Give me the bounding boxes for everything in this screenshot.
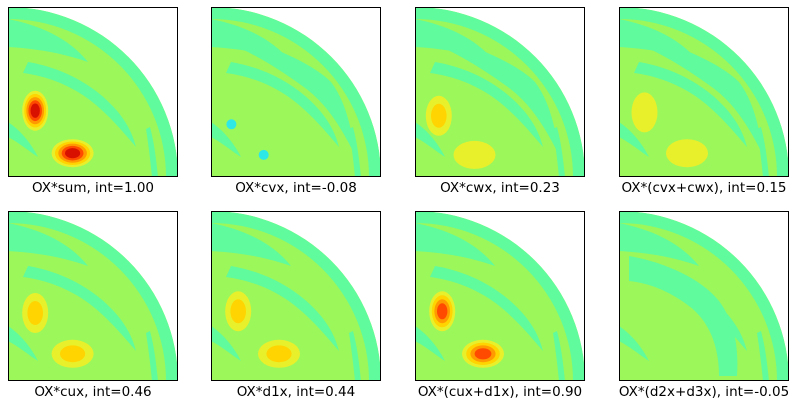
data-blob-1-level-0 [666, 139, 708, 168]
heatmap-field [211, 7, 381, 177]
data-blob-0-level-1 [230, 299, 246, 324]
panel-caption: OX*cux, int=0.46 [34, 384, 152, 400]
panel-caption: OX*(cvx+cwx), int=0.15 [621, 180, 787, 196]
data-blob-0 [226, 119, 237, 130]
panel-caption: OX*cvx, int=-0.08 [235, 180, 357, 196]
panel-frame [211, 211, 381, 381]
extra-band [629, 256, 738, 376]
panel-frame [8, 7, 178, 177]
heatmap-panel [415, 211, 585, 381]
upper-band [619, 223, 699, 266]
vertical-band [146, 127, 158, 177]
heatmap-field [619, 7, 789, 177]
heatmap-field [619, 211, 789, 381]
data-blob-1-level-3 [474, 348, 492, 360]
upper-band [8, 19, 88, 62]
rim-band [619, 7, 789, 177]
data-blob-0-level-1 [431, 103, 447, 128]
mid-band [226, 266, 339, 351]
data-blob-1 [258, 149, 269, 160]
vertical-band [349, 331, 361, 381]
extra-band [634, 32, 764, 157]
rim-band [415, 211, 585, 381]
panel-frame [415, 211, 585, 381]
lower-band [415, 122, 445, 157]
heatmap-panel [211, 7, 381, 177]
lower-band [8, 326, 38, 361]
panel-frame [415, 7, 585, 177]
vertical-band [757, 331, 769, 381]
rim-band [211, 211, 381, 381]
panel-caption: OX*cwx, int=0.23 [440, 180, 560, 196]
rim-band [619, 211, 789, 381]
mid-band [23, 62, 136, 147]
heatmap-plot [211, 211, 381, 381]
heatmap-field [8, 7, 178, 177]
lower-band [211, 122, 241, 157]
heatmap-plot [8, 7, 178, 177]
heatmap-panel [619, 211, 789, 381]
panel-caption: OX*(d2x+d3x), int=-0.05 [618, 384, 790, 400]
extra-band [430, 32, 560, 157]
data-blob-1-level-0 [453, 140, 496, 169]
rim-band [415, 7, 585, 177]
panel-caption: OX*sum, int=1.00 [31, 180, 155, 196]
mid-band [226, 62, 339, 147]
panel-caption: OX*(cux+d1x), int=0.90 [417, 384, 583, 400]
heatmap-field [8, 211, 178, 381]
heatmap-plot [211, 7, 381, 177]
data-blob-0-level-4 [30, 103, 40, 118]
mid-band [430, 62, 543, 147]
heatmap-panel [211, 211, 381, 381]
data-blob-0-level-0 [631, 92, 658, 133]
extra-band [226, 32, 356, 157]
data-blob-0-level-3 [437, 303, 448, 320]
mid-band [23, 266, 136, 351]
data-blob-0-level-1 [27, 301, 43, 325]
mid-band [634, 62, 747, 147]
data-blob-1-level-1 [60, 345, 86, 363]
heatmap-field [415, 211, 585, 381]
lower-band [619, 122, 649, 157]
panel-frame [619, 211, 789, 381]
panel-caption: OX*d1x, int=0.44 [236, 384, 356, 400]
rim-band [211, 7, 381, 177]
upper-band [8, 223, 88, 266]
rim-band [8, 211, 178, 381]
mid-band [430, 266, 543, 351]
heatmap-field [415, 7, 585, 177]
heatmap-plot [619, 7, 789, 177]
panel-frame [211, 7, 381, 177]
heatmap-plot [415, 211, 585, 381]
heatmap-plot [619, 211, 789, 381]
lower-band [211, 326, 241, 361]
heatmap-panel [619, 7, 789, 177]
lower-band [619, 326, 649, 361]
heatmap-plot [8, 211, 178, 381]
heatmap-panel [8, 211, 178, 381]
vertical-band [146, 331, 158, 381]
data-blob-1-level-1 [266, 345, 292, 363]
vertical-band [553, 331, 565, 381]
heatmap-panel [415, 7, 585, 177]
heatmap-field [211, 211, 381, 381]
heatmap-panel [8, 7, 178, 177]
rim-band [8, 7, 178, 177]
upper-band [415, 223, 495, 266]
panel-frame [619, 7, 789, 177]
lower-band [8, 122, 38, 157]
data-blob-1-level-4 [65, 148, 81, 159]
panel-frame [8, 211, 178, 381]
lower-band [415, 326, 445, 361]
upper-band [211, 223, 291, 266]
heatmap-plot [415, 7, 585, 177]
